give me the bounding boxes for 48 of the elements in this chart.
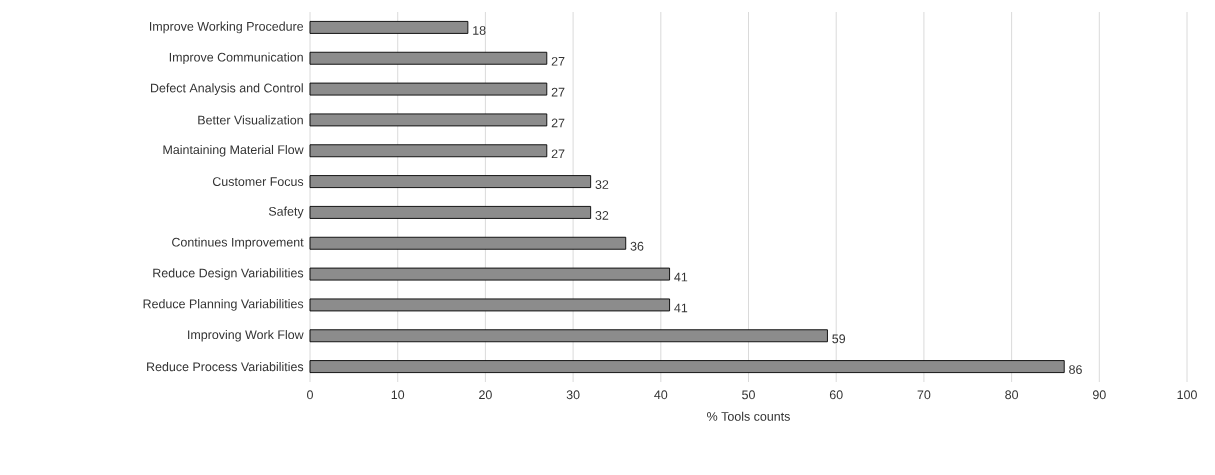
bar	[309, 360, 1065, 374]
y-tick-label: Reduce Design Variabilities	[153, 268, 304, 280]
x-tick-label: 30	[566, 390, 580, 400]
bar	[309, 144, 548, 158]
y-tick-label: Customer Focus	[212, 177, 304, 186]
x-tick-label: 50	[742, 390, 755, 400]
data-label: 27	[551, 118, 565, 128]
y-tick-label: Improve Working Procedure	[150, 21, 304, 34]
x-tick-label: 20	[479, 390, 492, 400]
data-label: 27	[551, 56, 565, 66]
x-tick-label: 10	[391, 390, 405, 400]
y-tick-label: Improving Work Flow	[188, 329, 304, 342]
x-axis-title: % Tools counts	[707, 411, 790, 421]
data-label: 59	[832, 334, 846, 344]
data-label: 86	[1069, 365, 1082, 374]
data-label: 41	[674, 272, 688, 282]
data-label: 41	[674, 303, 688, 313]
x-tick-label: 70	[917, 390, 931, 400]
data-label: 27	[551, 149, 565, 159]
data-label: 27	[551, 87, 565, 97]
y-tick-label: Better Visualization	[198, 115, 303, 125]
bar	[309, 329, 828, 343]
bar	[309, 51, 548, 65]
bar	[309, 20, 469, 34]
y-tick-label: Reduce Planning Variabilities	[143, 299, 304, 311]
x-tick-label: 90	[1092, 390, 1106, 400]
x-tick-label: 80	[1005, 390, 1019, 400]
y-tick-label: Maintaining Material Flow	[163, 144, 304, 157]
data-label: 32	[595, 180, 609, 189]
x-tick-label: 60	[829, 390, 843, 400]
data-label: 36	[630, 241, 644, 251]
bar	[309, 175, 592, 189]
data-label: 32	[595, 211, 609, 220]
y-tick-label: Safety	[268, 206, 304, 219]
bar	[309, 82, 548, 96]
data-label: 18	[473, 26, 486, 35]
x-tick-label: 40	[654, 390, 668, 400]
y-tick-label: Continues Improvement	[172, 237, 304, 250]
y-tick-label: Defect Analysis and Control	[151, 83, 303, 95]
bar	[309, 205, 592, 219]
x-tick-label: 0	[307, 390, 313, 400]
y-tick-label: Improve Communication	[169, 52, 303, 65]
bar	[309, 236, 627, 250]
y-tick-label: Reduce Process Variabilities	[147, 362, 304, 372]
bar	[309, 267, 671, 281]
bar	[309, 298, 671, 312]
x-tick-label: 100	[1177, 390, 1197, 400]
bar	[309, 113, 548, 127]
